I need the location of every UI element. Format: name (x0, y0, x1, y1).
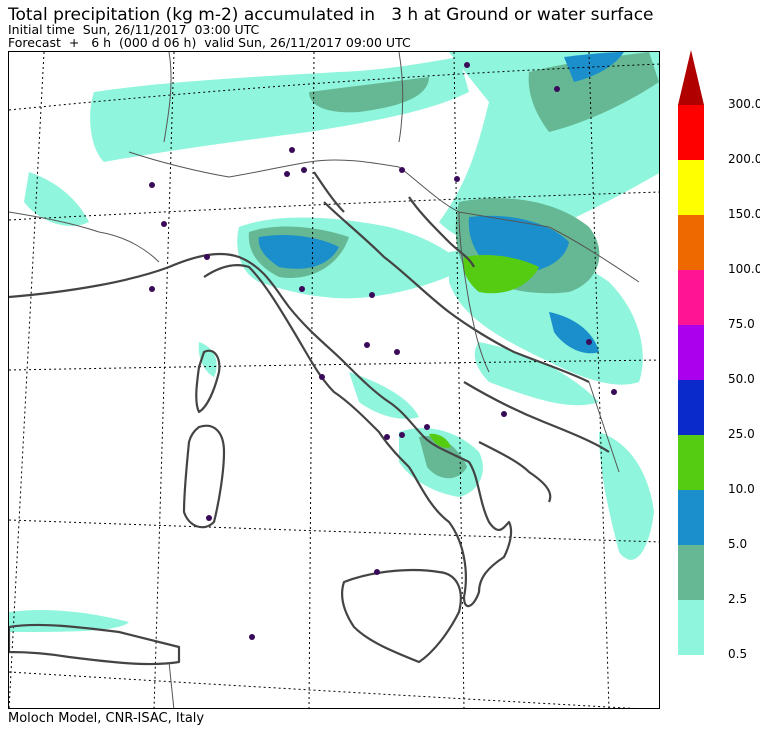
forecast-valid-time: Forecast + 6 h (000 d 06 h) valid Sun, 2… (8, 35, 411, 50)
initial-time: Initial time Sun, 26/11/2017 03:00 UTC (8, 22, 260, 37)
legend-label-0.5: 0.5 (728, 647, 748, 661)
legend-label-75.0: 75.0 (728, 317, 755, 331)
legend-bar-25.0 (678, 380, 704, 435)
graticule (9, 52, 659, 708)
map-title: Total precipitation (kg m-2) accumulated… (8, 5, 654, 25)
legend-label-10.0: 10.0 (728, 482, 755, 496)
map-canvas (9, 52, 659, 708)
coastlines (9, 171, 610, 666)
legend-bar-150.0 (678, 160, 704, 215)
legend-label-50.0: 50.0 (728, 372, 755, 386)
country-borders (9, 52, 640, 708)
precipitation-legend (676, 48, 756, 658)
legend-bar-100.0 (678, 215, 704, 270)
model-credit: Moloch Model, CNR-ISAC, Italy (8, 711, 205, 726)
legend-label-5.0: 5.0 (728, 537, 748, 551)
legend-arrow-max (678, 50, 704, 105)
legend-bar-200.0 (678, 105, 704, 160)
legend-label-25.0: 25.0 (728, 427, 755, 441)
legend-label-300.0: 300.0 (728, 97, 760, 111)
precipitation-map (8, 51, 660, 709)
legend-bar-5.0 (678, 490, 704, 545)
precip-light-fields (9, 52, 659, 632)
legend-bar-10.0 (678, 435, 704, 490)
precip-very-heavy-fields (429, 255, 539, 448)
legend-label-2.5: 2.5 (728, 592, 748, 606)
legend-bar-50.0 (678, 325, 704, 380)
legend-label-200.0: 200.0 (728, 152, 760, 166)
legend-colorbar (678, 50, 704, 655)
legend-bar-0.5 (678, 600, 704, 655)
city-markers (149, 62, 617, 640)
legend-label-100.0: 100.0 (728, 262, 760, 276)
legend-bar-75.0 (678, 270, 704, 325)
legend-bar-2.5 (678, 545, 704, 600)
legend-label-150.0: 150.0 (728, 207, 760, 221)
